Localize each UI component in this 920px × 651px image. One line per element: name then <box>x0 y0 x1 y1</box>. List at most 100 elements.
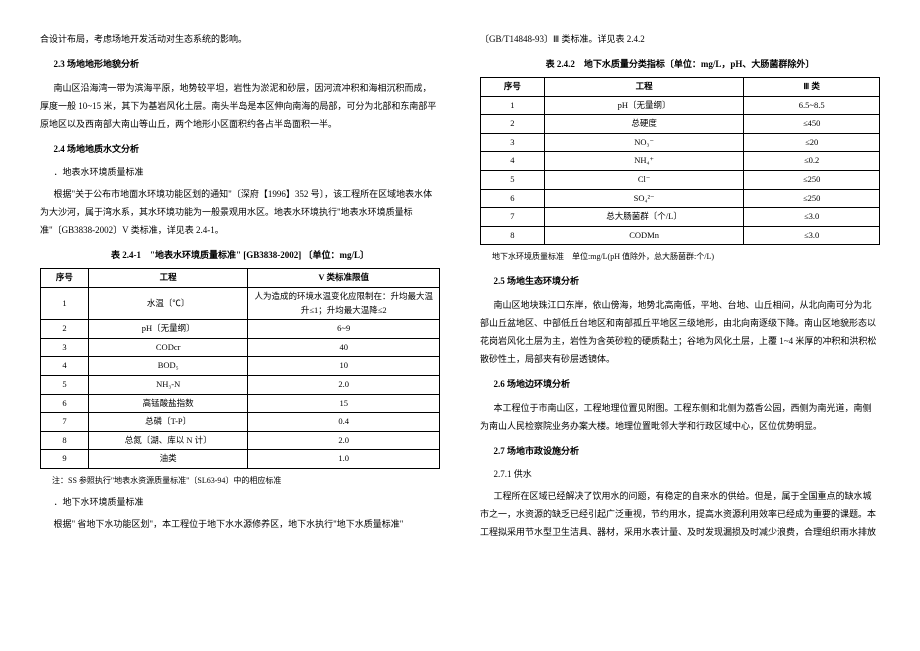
table-surface-water: 序号 工程 V 类标准限值 1水温〔℃〕人为造成的环境水温变化应限制在：升均最大… <box>40 268 440 469</box>
table-cell: 总磷〔T-P〕 <box>88 413 248 432</box>
table-cell: 油类 <box>88 450 248 469</box>
sub-surface-water: ．地表水环境质量标准 <box>40 164 440 181</box>
table-cell: 15 <box>248 394 440 413</box>
heading-2-4: 2.4 场地地质水文分析 <box>40 141 440 158</box>
table-cell: SO₄²⁻ <box>544 189 744 208</box>
table2-note: 地下水环境质量标准 单位:mg/L(pH 值除外，总大肠菌群:个/L) <box>480 249 880 264</box>
table-row: 6SO₄²⁻≤250 <box>481 189 880 208</box>
heading-2-5: 2.5 场地生态环境分析 <box>480 273 880 290</box>
table-cell: ≤450 <box>744 115 880 134</box>
left-column: 合设计布局，考虑场地开发活动对生态系统的影响。 2.3 场地地形地貌分析 南山区… <box>20 30 460 621</box>
table-cell: 6~9 <box>248 320 440 339</box>
intro-text: 合设计布局，考虑场地开发活动对生态系统的影响。 <box>40 30 440 48</box>
table-cell: 4 <box>41 357 89 376</box>
table-cell: 水温〔℃〕 <box>88 287 248 319</box>
table-row: 1pH〔无量纲〕6.5~8.5 <box>481 96 880 115</box>
th-std: V 类标准限值 <box>248 269 440 288</box>
table-cell: ≤3.0 <box>744 226 880 245</box>
table-cell: NH₄⁺ <box>544 152 744 171</box>
table-cell: ≤0.2 <box>744 152 880 171</box>
table-cell: 9 <box>41 450 89 469</box>
table-cell: ≤250 <box>744 189 880 208</box>
para-2-4b: 根据" 省地下水功能区划"，本工程位于地下水水源修养区，地下水执行"地下水质量标… <box>40 515 440 533</box>
th-item: 工程 <box>88 269 248 288</box>
table-cell: 总硬度 <box>544 115 744 134</box>
heading-2-6: 2.6 场地边环境分析 <box>480 376 880 393</box>
para-2-7-1: 工程所在区域已经解决了饮用水的问题，有稳定的自来水的供给。但是，属于全国重点的缺… <box>480 487 880 541</box>
table-row: 3CODcr40 <box>41 338 440 357</box>
th2-item: 工程 <box>544 78 744 97</box>
sub-ground-water: ．地下水环境质量标准 <box>40 494 440 511</box>
table-cell: 总氮〔湖、库以 N 计〕 <box>88 431 248 450</box>
table-cell: 3 <box>481 133 545 152</box>
table-cell: pH〔无量纲〕 <box>88 320 248 339</box>
table1-header-row: 序号 工程 V 类标准限值 <box>41 269 440 288</box>
table-cell: 3 <box>41 338 89 357</box>
table-cell: BOD₅ <box>88 357 248 376</box>
table-cell: Cl⁻ <box>544 171 744 190</box>
table-cell: 2 <box>41 320 89 339</box>
table-row: 2总硬度≤450 <box>481 115 880 134</box>
table-cell: 6.5~8.5 <box>744 96 880 115</box>
table1-note: 注：SS 参照执行"地表水资源质量标准"〔SL63-94〕中的相应标准 <box>40 473 440 488</box>
table-cell: 40 <box>248 338 440 357</box>
th2-std: Ⅲ 类 <box>744 78 880 97</box>
table-cell: 高锰酸盐指数 <box>88 394 248 413</box>
table-cell: 1 <box>481 96 545 115</box>
table-row: 4BOD₅10 <box>41 357 440 376</box>
table-cell: 5 <box>41 375 89 394</box>
table-row: 5Cl⁻≤250 <box>481 171 880 190</box>
top-line: 〔GB/T14848-93〕Ⅲ 类标准。详见表 2.4.2 <box>480 30 880 48</box>
table-row: 9油类1.0 <box>41 450 440 469</box>
table-cell: CODMn <box>544 226 744 245</box>
table-cell: 5 <box>481 171 545 190</box>
table-row: 3NO₃⁻≤20 <box>481 133 880 152</box>
table-cell: 10 <box>248 357 440 376</box>
th-seq: 序号 <box>41 269 89 288</box>
table-cell: CODcr <box>88 338 248 357</box>
table-cell: 0.4 <box>248 413 440 432</box>
table-cell: 8 <box>41 431 89 450</box>
table-cell: 2 <box>481 115 545 134</box>
th2-seq: 序号 <box>481 78 545 97</box>
para-2-6: 本工程位于市南山区，工程地理位置见附图。工程东侧和北侧为荔香公园，西侧为南光道，… <box>480 399 880 435</box>
table-cell: 7 <box>481 208 545 227</box>
table-cell: 6 <box>41 394 89 413</box>
table-cell: 1.0 <box>248 450 440 469</box>
table-row: 4NH₄⁺≤0.2 <box>481 152 880 171</box>
table-cell: 总大肠菌群〔个/L〕 <box>544 208 744 227</box>
para-2-3: 南山区沿海湾一带为滨海平原，地势较平坦，岩性为淤泥和砂层，因河流冲积和海相沉积而… <box>40 79 440 133</box>
table-cell: 7 <box>41 413 89 432</box>
table-cell: ≤250 <box>744 171 880 190</box>
table-cell: NO₃⁻ <box>544 133 744 152</box>
para-2-5: 南山区地块珠江口东岸，依山傍海，地势北高南低，平地、台地、山丘相间，从北向南可分… <box>480 296 880 368</box>
table2-caption: 表 2.4.2 地下水质量分类指标〔单位：mg/L，pH、大肠菌群除外〕 <box>480 56 880 73</box>
table-row: 7总磷〔T-P〕0.4 <box>41 413 440 432</box>
table-cell: ≤20 <box>744 133 880 152</box>
table-cell: NH₃-N <box>88 375 248 394</box>
table-ground-water: 序号 工程 Ⅲ 类 1pH〔无量纲〕6.5~8.52总硬度≤4503NO₃⁻≤2… <box>480 77 880 245</box>
table-cell: 6 <box>481 189 545 208</box>
table-row: 8CODMn≤3.0 <box>481 226 880 245</box>
table-row: 7总大肠菌群〔个/L〕≤3.0 <box>481 208 880 227</box>
table-row: 2pH〔无量纲〕6~9 <box>41 320 440 339</box>
table-cell: 2.0 <box>248 431 440 450</box>
table-row: 5NH₃-N2.0 <box>41 375 440 394</box>
table1-caption: 表 2.4-1 "地表水环境质量标准" [GB3838-2002] 〔单位：mg… <box>40 247 440 264</box>
heading-2-3: 2.3 场地地形地貌分析 <box>40 56 440 73</box>
table-cell: 2.0 <box>248 375 440 394</box>
table-cell: ≤3.0 <box>744 208 880 227</box>
heading-2-7-1: 2.7.1 供水 <box>480 466 880 483</box>
table-row: 6高锰酸盐指数15 <box>41 394 440 413</box>
heading-2-7: 2.7 场地市政设施分析 <box>480 443 880 460</box>
table-row: 8总氮〔湖、库以 N 计〕2.0 <box>41 431 440 450</box>
table-cell: 4 <box>481 152 545 171</box>
table-cell: pH〔无量纲〕 <box>544 96 744 115</box>
table-row: 1水温〔℃〕人为造成的环境水温变化应限制在：升均最大温升≤1；升均最大温降≤2 <box>41 287 440 319</box>
table-cell: 8 <box>481 226 545 245</box>
table-cell: 人为造成的环境水温变化应限制在：升均最大温升≤1；升均最大温降≤2 <box>248 287 440 319</box>
para-2-4a: 根据"关于公布市地面水环境功能区划的通知"〔深府【1996】352 号〕，该工程… <box>40 185 440 239</box>
table2-header-row: 序号 工程 Ⅲ 类 <box>481 78 880 97</box>
table-cell: 1 <box>41 287 89 319</box>
right-column: 〔GB/T14848-93〕Ⅲ 类标准。详见表 2.4.2 表 2.4.2 地下… <box>460 30 900 621</box>
